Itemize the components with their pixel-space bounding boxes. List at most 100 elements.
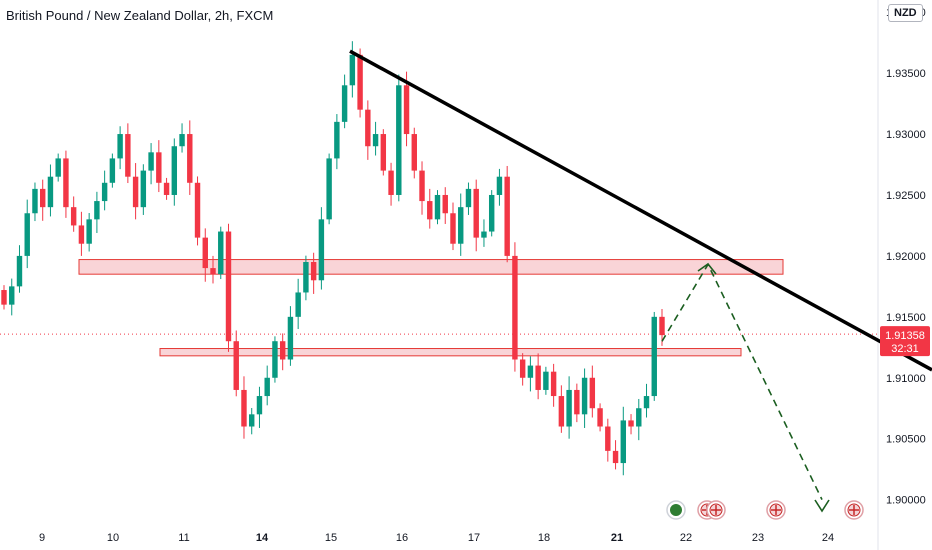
candle-body[interactable]: [620, 420, 627, 464]
candle-body[interactable]: [535, 365, 541, 390]
candle-body[interactable]: [264, 377, 270, 397]
candle-body[interactable]: [55, 158, 61, 177]
candle-body[interactable]: [279, 341, 286, 360]
candle-body[interactable]: [458, 207, 464, 244]
candle-body[interactable]: [504, 176, 510, 256]
candle-body[interactable]: [341, 85, 348, 122]
candle-body[interactable]: [9, 286, 15, 305]
currency-badge[interactable]: NZD: [888, 4, 923, 22]
candle-body[interactable]: [272, 341, 278, 378]
candle-body[interactable]: [365, 109, 371, 147]
candle-body[interactable]: [597, 408, 603, 427]
candle-body[interactable]: [558, 396, 565, 427]
candle-body[interactable]: [16, 255, 23, 287]
candle-body[interactable]: [310, 262, 317, 281]
candle-body[interactable]: [550, 371, 557, 397]
candle-body[interactable]: [24, 213, 30, 256]
candle-body[interactable]: [574, 389, 580, 415]
candle-body[interactable]: [233, 341, 239, 390]
support-zone[interactable]: [159, 348, 742, 357]
candle-body[interactable]: [643, 396, 650, 409]
candle-body[interactable]: [1, 290, 7, 305]
candle-body[interactable]: [132, 176, 139, 208]
candle-body[interactable]: [179, 134, 185, 147]
candle-body[interactable]: [163, 182, 170, 195]
candle-body[interactable]: [256, 396, 263, 415]
candle-body[interactable]: [427, 201, 433, 220]
candle-body[interactable]: [651, 316, 657, 397]
candle-body[interactable]: [194, 182, 201, 238]
descending-trendline[interactable]: [349, 49, 932, 372]
candle-body[interactable]: [527, 365, 534, 378]
candle-body[interactable]: [303, 262, 309, 293]
candle-body[interactable]: [109, 158, 116, 183]
candle-body[interactable]: [187, 134, 193, 183]
x-tick-label: 16: [396, 532, 408, 544]
candle-body[interactable]: [403, 85, 410, 135]
x-tick-label: 11: [178, 532, 189, 544]
price-axis[interactable]: [878, 0, 932, 550]
candle-body[interactable]: [496, 176, 503, 195]
candle-body[interactable]: [372, 134, 379, 147]
candle-body[interactable]: [171, 146, 178, 195]
candle-body[interactable]: [481, 231, 487, 238]
candle-body[interactable]: [419, 170, 425, 202]
candle-body[interactable]: [519, 359, 526, 378]
candle-body[interactable]: [86, 219, 92, 244]
candle-body[interactable]: [636, 408, 642, 427]
candle-body[interactable]: [450, 213, 456, 244]
candle-body[interactable]: [210, 268, 216, 275]
candle-body[interactable]: [473, 188, 479, 238]
candle-body[interactable]: [318, 219, 325, 281]
candle-body[interactable]: [357, 54, 363, 110]
candle-body[interactable]: [78, 225, 85, 244]
candle-body[interactable]: [140, 170, 147, 208]
y-tick-label: 1.91500: [886, 312, 926, 324]
candle-body[interactable]: [148, 152, 154, 171]
candle-body[interactable]: [581, 377, 588, 415]
current-price-tag[interactable]: [880, 326, 930, 357]
candle-body[interactable]: [326, 158, 332, 220]
candle-body[interactable]: [388, 170, 394, 195]
candle-body[interactable]: [605, 426, 611, 451]
candle-body[interactable]: [488, 194, 495, 232]
candle-body[interactable]: [63, 158, 69, 208]
candle-body[interactable]: [295, 292, 301, 317]
candle-body[interactable]: [202, 237, 208, 269]
candle-body[interactable]: [411, 134, 417, 171]
candle-body[interactable]: [465, 188, 472, 208]
candle-body[interactable]: [543, 371, 549, 390]
candle-body[interactable]: [659, 316, 665, 336]
candle-body[interactable]: [47, 176, 54, 208]
candle-body[interactable]: [241, 389, 247, 427]
candle-body[interactable]: [396, 85, 402, 195]
candle-body[interactable]: [125, 134, 131, 177]
candle-body[interactable]: [512, 255, 518, 360]
candle-body[interactable]: [218, 231, 224, 275]
candle-body[interactable]: [349, 54, 356, 86]
current-price-value: 1.91358: [885, 330, 925, 342]
candle-body[interactable]: [70, 207, 77, 226]
candle-body[interactable]: [334, 121, 340, 159]
projection-path[interactable]: [661, 262, 823, 500]
candle-body[interactable]: [32, 188, 38, 214]
candle-body[interactable]: [225, 231, 232, 342]
candle-body[interactable]: [442, 194, 448, 214]
candle-body[interactable]: [380, 134, 387, 171]
projection-turn-marker: [697, 262, 717, 275]
resistance-zone[interactable]: [78, 259, 784, 275]
candle-body[interactable]: [628, 420, 634, 427]
candle-body[interactable]: [101, 182, 108, 202]
candle-body[interactable]: [287, 316, 294, 360]
candle-body[interactable]: [94, 201, 100, 220]
y-tick-label: 1.92000: [886, 251, 926, 263]
candle-body[interactable]: [589, 377, 596, 409]
candle-body[interactable]: [612, 450, 619, 464]
candle-body[interactable]: [156, 152, 162, 183]
candle-body[interactable]: [117, 134, 123, 159]
candle-body[interactable]: [566, 389, 572, 427]
candle-body[interactable]: [249, 414, 255, 427]
candle-body[interactable]: [434, 194, 441, 220]
candle-body[interactable]: [39, 188, 46, 208]
